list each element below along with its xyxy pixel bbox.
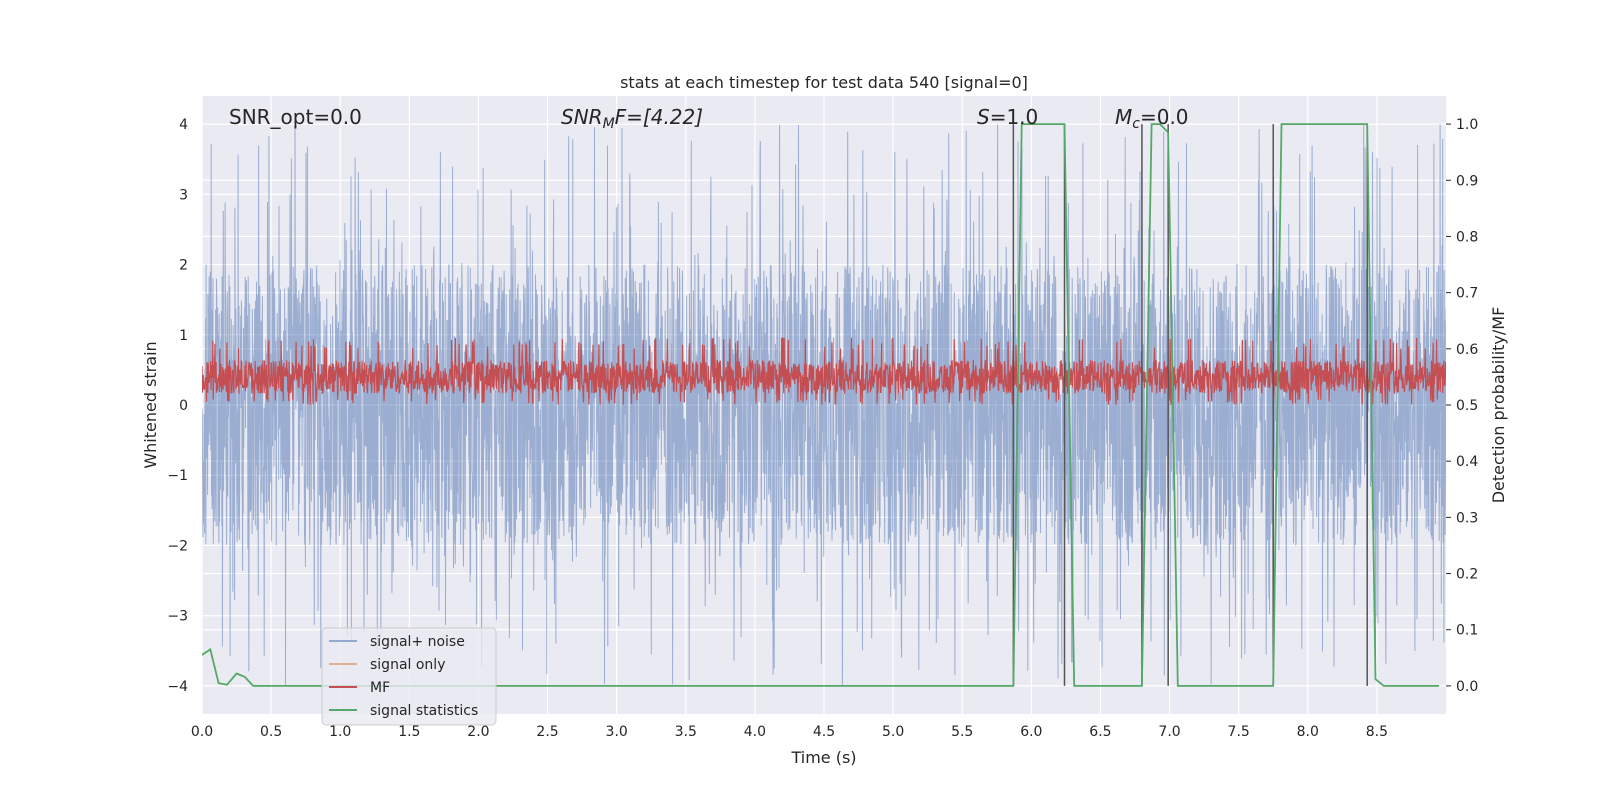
x-tick-label: 1.0 [329, 724, 351, 740]
y-axis-label: Whitened strain [141, 341, 160, 468]
ticks: 0.0 0.5 1.0 1.5 2.0 2.5 3.0 3.5 4.0 4.5 5.0 5.5 6.0 6… [167, 117, 1478, 740]
annotation-s: S=1.0 [977, 105, 1038, 129]
x-tick-label: 6.5 [1089, 724, 1111, 740]
legend: signal+ noise signal only MF signal stat… [321, 627, 497, 726]
legend-box [321, 627, 497, 726]
y2-tick-label: 0.2 [1456, 567, 1478, 583]
x-tick-label: 8.5 [1366, 724, 1388, 740]
y-tick-label: −3 [167, 609, 188, 625]
y2-tick-label: 0.4 [1456, 454, 1478, 470]
y-tick-label: 1 [179, 328, 188, 344]
y2-tick-label: 0.1 [1456, 623, 1478, 639]
y2-tick-label: 1.0 [1456, 117, 1478, 133]
annotation-snr-mf: SNRMF=[4.22] [561, 105, 703, 132]
annotation-mc: Mc=0.0 [1115, 105, 1189, 132]
x-tick-label: 6.0 [1020, 724, 1042, 740]
x-tick-label: 4.0 [744, 724, 766, 740]
y2-tick-label: 0.9 [1456, 173, 1478, 189]
y2-tick-label: 0.3 [1456, 510, 1478, 526]
x-tick-label: 3.5 [675, 724, 697, 740]
x-tick-label: 7.0 [1158, 724, 1180, 740]
series-signal-statistics-line [202, 123, 1440, 687]
y2-tick-label: 0.8 [1456, 229, 1478, 245]
series-mf-line [202, 337, 1446, 405]
y-tick-label: −1 [167, 468, 188, 484]
y-tick-label: 2 [179, 258, 188, 274]
y2-tick-label: 0.0 [1456, 679, 1478, 695]
x-tick-label: 2.0 [467, 724, 489, 740]
x-tick-label: 1.5 [398, 724, 420, 740]
y2-axis-label: Detection probability/MF [1489, 307, 1508, 504]
x-tick-label: 7.5 [1228, 724, 1250, 740]
x-tick-label: 2.5 [536, 724, 558, 740]
x-tick-label: 3.0 [606, 724, 628, 740]
y-tick-label: 4 [179, 117, 188, 133]
annotation-snr-opt: SNR_opt=0.0 [229, 105, 362, 129]
legend-label-signal-noise: signal+ noise [370, 634, 465, 650]
x-tick-label: 8.0 [1297, 724, 1319, 740]
legend-label-mf: MF [370, 680, 390, 696]
y-tick-label: 0 [179, 398, 188, 414]
x-tick-label: 5.0 [882, 724, 904, 740]
legend-label-signal-only: signal only [370, 657, 445, 673]
x-tick-label: 4.5 [813, 724, 835, 740]
series-layer [202, 123, 1446, 687]
y2-tick-label: 0.7 [1456, 286, 1478, 302]
y2-tick-label: 0.6 [1456, 342, 1478, 358]
y-tick-label: 3 [179, 187, 188, 203]
series-signal-noise-line [202, 124, 1446, 686]
y-tick-label: −4 [167, 679, 188, 695]
chart-title: stats at each timestep for test data 540… [620, 73, 1028, 92]
legend-label-signal-statistics: signal statistics [370, 703, 478, 719]
x-tick-label: 5.5 [951, 724, 973, 740]
x-tick-label: 0.0 [191, 724, 213, 740]
y2-tick-label: 0.5 [1456, 398, 1478, 414]
y-tick-label: −2 [167, 538, 188, 554]
x-axis-label: Time (s) [790, 748, 856, 767]
x-tick-label: 0.5 [260, 724, 282, 740]
